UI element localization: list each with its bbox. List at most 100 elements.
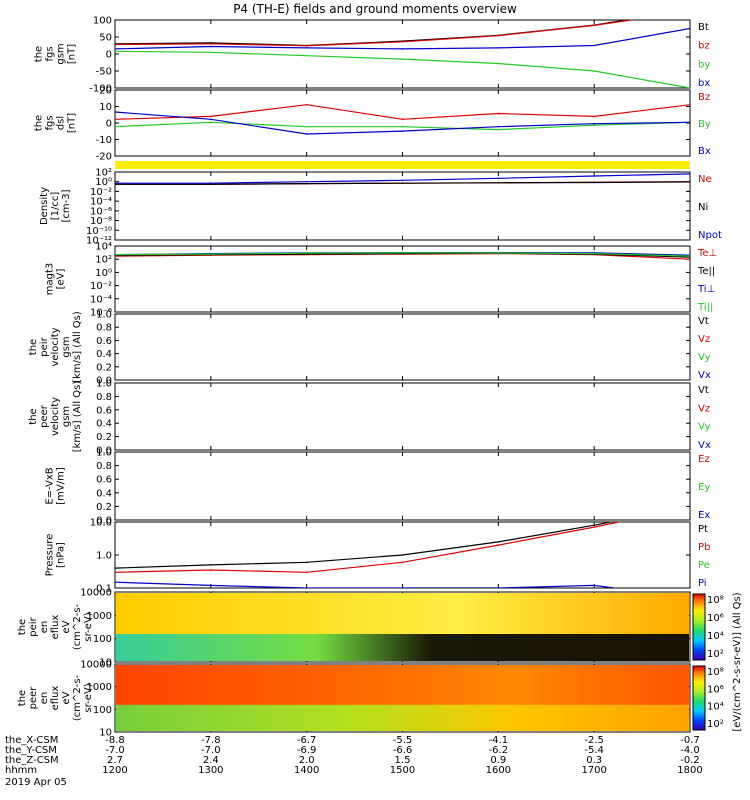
ylabel-fgs_gsm-1: fgs [45,46,56,61]
colorbar-peir_eflux [692,593,706,661]
point-fgs_gsm-1-2 [305,45,308,47]
legend-efield-1: Ey [698,482,710,493]
legend-efield-2: Ex [698,510,710,521]
footer-value-2-2: 2.0 [299,755,315,766]
point-density-2-3 [401,179,404,182]
legend-temp-1: Te|| [697,266,715,277]
legend-density-2: Npot [698,230,722,241]
legend-temp-0: Te⊥ [697,248,717,259]
ylabel-pressure-1: [nPa] [56,542,67,568]
point-pressure-3-1 [210,584,212,587]
ytick-label-density-7: 10⁻¹² [86,236,112,247]
footer-value-3-5: 1700 [581,765,606,776]
ylabel-peir_vel-1: peir [39,336,50,356]
point-fgs_gsm-1-6 [689,11,691,13]
point-fgs_gsm-2-0 [115,50,116,53]
footer-value-1-5: -5.4 [584,745,604,756]
point-pressure-0-5 [593,524,595,526]
point-pressure-1-0 [115,571,116,574]
point-density-2-1 [210,182,212,184]
point-fgs_dsl-1-0 [115,125,116,128]
point-pressure-0-0 [115,567,116,569]
ytick-label-peer_vel-4: 0.2 [96,432,112,443]
legend-peer_vel-2: Vy [698,422,711,433]
point-fgs_gsm-2-6 [689,87,690,88]
legend-peir_vel-3: Vx [698,370,711,381]
ytick-label-peir_vel-4: 0.2 [96,362,112,373]
point-fgs_dsl-2-3 [401,130,404,132]
ytick-label-fgs_gsm-3: -50 [96,67,112,78]
point-pressure-0-4 [497,541,500,543]
legend-peir_vel-1: Vz [698,334,710,345]
footer-value-3-4: 1600 [486,765,511,776]
ylabel-peer_vel-1: peer [39,404,50,428]
point-pressure-1-5 [593,526,595,528]
ylabel-pressure-0: Pressure [45,534,56,577]
legend-pressure-0: Pt [698,524,708,535]
series-fgs_gsm-3 [115,27,690,50]
point-fgs_dsl-0-2 [305,103,308,106]
ylabel-peer_vel-2: velocity [50,397,61,436]
ytick-label-efield-1: 0.8 [96,461,112,472]
ylabel-density-0: Density [39,187,50,225]
point-fgs_gsm-3-5 [593,44,595,47]
spectrogram-low-peer_eflux [116,704,689,731]
ytick-label-density-0: 10² [95,168,112,179]
ylabel-peer_eflux-2: en [39,692,50,705]
point-fgs_gsm-2-5 [593,70,595,72]
point-fgs_gsm-3-6 [689,27,690,30]
ylabel-peer_eflux-6: sr-eV) [83,683,94,712]
footer-value-1-2: -6.9 [297,745,317,756]
ytick-label-density-6: 10⁻¹⁰ [86,226,112,237]
ytick-label-peer_eflux-1: 1000 [87,682,112,693]
ylabel-density-2: [cm-3] [61,189,72,222]
point-fgs_gsm-0-6 [689,9,691,11]
footer-value-0-4: -4.1 [489,735,509,746]
ytick-label-fgs_gsm-4: -100 [89,84,112,95]
ytick-label-fgs_dsl-2: 0 [106,119,112,130]
ytick-label-peer_vel-5: 0.0 [96,446,112,457]
legend-pressure-3: Pi [698,578,707,589]
point-temp-3-4 [497,252,500,254]
point-pressure-1-1 [210,569,212,571]
point-fgs_gsm-1-3 [401,40,404,43]
footer-label-2: the_Z-CSM [5,755,59,766]
legend-fgs_gsm-2: by [698,59,710,70]
legend-fgs_dsl-1: By [698,119,711,130]
ylabel-efield-0: E=-VxB [45,467,56,504]
ylabel-fgs_dsl-3: [nT] [67,113,78,133]
point-fgs_dsl-1-3 [401,125,404,128]
ytick-label-fgs_dsl-4: -20 [96,152,112,163]
footer-value-1-4: -6.2 [489,745,509,756]
ylabel-peer_eflux-5: (cm^2-s- [72,674,83,721]
footer-date: 2019 Apr 05 [5,777,67,788]
ytick-label-temp-0: 10⁴ [95,242,112,253]
point-fgs_dsl-1-5 [593,124,595,126]
point-fgs_dsl-2-1 [210,118,212,121]
ylabel-fgs_gsm-2: gsm [56,43,67,64]
spectrogram-low-peir_eflux [116,634,689,661]
footer-label-1: the_Y-CSM [5,745,57,756]
point-fgs_gsm-3-3 [401,48,404,50]
legend-peer_vel-0: Vt [698,385,709,396]
ytick-label-peir_vel-5: 0.0 [96,376,112,387]
footer-value-1-0: -7.0 [105,745,125,756]
colorbar-tick-peir_eflux-2: 10⁴ [707,631,724,642]
point-fgs_gsm-1-1 [210,43,212,45]
legend-density-0: Ne [698,174,712,185]
ylabel-peer_vel-3: gsm [61,406,72,427]
ytick-label-efield-3: 0.4 [96,488,112,499]
colorbar-tick-peer_eflux-0: 10⁸ [707,667,724,678]
ylabel-peer_eflux-1: peer [28,686,39,710]
ylabel-peer_eflux-4: eV [61,691,72,704]
ytick-label-peir_vel-3: 0.4 [96,349,112,360]
footer-value-2-0: 2.7 [107,755,123,766]
footer-value-3-3: 1500 [390,765,415,776]
ylabel-peir_vel-3: gsm [61,336,72,357]
legend-peir_vel-2: Vy [698,352,711,363]
ytick-label-density-1: 10⁰ [95,177,112,188]
point-density-2-0 [115,182,116,184]
footer-label-3: hhmm [5,765,37,776]
footer-value-0-0: -8.8 [105,735,125,746]
